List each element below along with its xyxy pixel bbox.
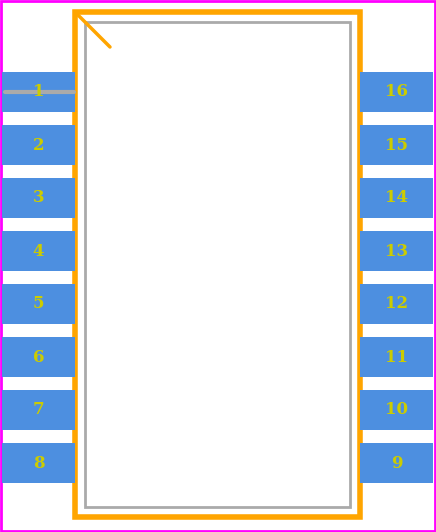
Text: 2: 2 (33, 137, 44, 154)
Text: 12: 12 (385, 295, 408, 312)
Bar (2, 284, 75, 324)
Bar (360, 390, 433, 430)
Text: 11: 11 (385, 348, 408, 365)
Bar (360, 337, 433, 377)
Bar (2, 443, 75, 483)
Bar (2, 178, 75, 218)
Text: 1: 1 (33, 84, 44, 101)
Text: 13: 13 (385, 243, 408, 260)
Text: 7: 7 (33, 402, 44, 419)
Text: 9: 9 (391, 454, 402, 471)
Bar (2, 390, 75, 430)
Text: 6: 6 (33, 348, 44, 365)
Bar (2, 72, 75, 112)
Text: 10: 10 (385, 402, 408, 419)
Text: 3: 3 (33, 189, 44, 206)
Text: 15: 15 (385, 137, 408, 154)
Bar (2, 337, 75, 377)
Text: 8: 8 (33, 454, 44, 471)
Bar (2, 125, 75, 165)
Text: 16: 16 (385, 84, 408, 101)
Bar (360, 231, 433, 271)
Bar (75, 12, 360, 517)
Text: 4: 4 (33, 243, 44, 260)
Bar (360, 443, 433, 483)
Text: 14: 14 (385, 189, 408, 206)
Bar (2, 231, 75, 271)
Bar (360, 125, 433, 165)
Bar (360, 178, 433, 218)
Text: 5: 5 (33, 295, 44, 312)
Bar (360, 284, 433, 324)
Bar (85, 22, 350, 507)
Bar (360, 72, 433, 112)
